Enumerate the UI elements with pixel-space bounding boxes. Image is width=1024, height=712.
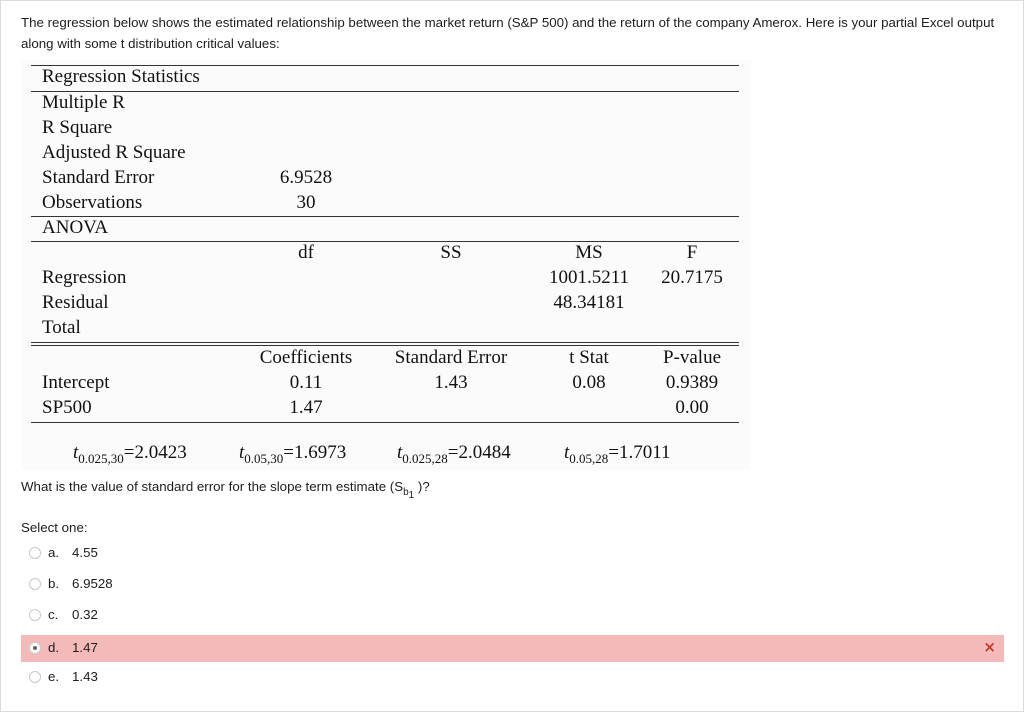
t-critical-value: t0.05,28=1.7011	[564, 442, 671, 466]
coef-row-label: Intercept	[42, 372, 110, 393]
option-letter: e.	[48, 669, 60, 684]
coef-col-coefficients: Coefficients	[259, 347, 353, 368]
anova-col-f: F	[686, 242, 698, 263]
select-one-label: Select one:	[21, 520, 88, 535]
stats-label: Observations	[42, 192, 143, 213]
anova-col-ss: SS	[440, 242, 462, 263]
anova-row-label: Residual	[42, 292, 109, 313]
table-rule	[31, 422, 739, 423]
answer-option-a[interactable]: a. 4.55	[21, 540, 1004, 567]
std-error-value: 1.43	[434, 372, 468, 393]
stats-label: Multiple R	[42, 92, 125, 113]
stats-value: 6.9528	[279, 167, 333, 188]
radio-button[interactable]	[29, 578, 41, 590]
coef-col-t-stat: t Stat	[569, 347, 609, 368]
question-prompt: What is the value of standard error for …	[21, 479, 430, 501]
table-rule	[31, 216, 739, 217]
stats-label: R Square	[42, 117, 113, 138]
answer-option-d[interactable]: d. 1.47 ×	[21, 635, 1004, 662]
answer-option-b[interactable]: b. 6.9528	[21, 571, 1004, 598]
anova-ms-value: 1001.5211	[548, 267, 630, 288]
anova-col-ms: MS	[575, 242, 603, 263]
option-letter: b.	[48, 576, 60, 591]
anova-ms-value: 48.34181	[553, 292, 625, 313]
coef-row-label: SP500	[42, 397, 92, 418]
anova-header: ANOVA	[42, 217, 109, 238]
stats-value: 30	[296, 192, 316, 213]
radio-dot	[33, 646, 37, 650]
t-critical-value: t0.05,30=1.6973	[239, 442, 347, 466]
answer-option-e[interactable]: e. 1.43	[21, 664, 1004, 691]
anova-row-label: Regression	[42, 267, 127, 288]
p-value: 0.00	[675, 397, 709, 418]
option-text: 1.47	[72, 640, 98, 655]
table-rule	[31, 241, 739, 242]
coef-value: 1.47	[289, 397, 323, 418]
option-letter: a.	[48, 545, 60, 560]
stats-label: Adjusted R Square	[42, 142, 186, 163]
p-value: 0.9389	[665, 372, 719, 393]
option-letter: c.	[48, 607, 59, 622]
option-text: 4.55	[72, 545, 98, 560]
radio-button-selected[interactable]	[29, 642, 41, 654]
table-rule	[31, 345, 739, 346]
table-rule	[31, 65, 739, 66]
incorrect-x-icon: ×	[983, 638, 996, 656]
t-critical-value: t0.025,30=2.0423	[73, 442, 187, 466]
stats-header: Regression Statistics	[42, 66, 200, 87]
radio-button[interactable]	[29, 609, 41, 621]
option-letter: d.	[48, 640, 60, 655]
radio-button[interactable]	[29, 671, 41, 683]
anova-f-value: 20.7175	[661, 267, 723, 288]
anova-row-label: Total	[42, 317, 81, 338]
regression-output-table: Regression Statistics Multiple R R Squar…	[21, 60, 751, 470]
answer-option-c[interactable]: c. 0.32	[21, 602, 1004, 629]
question-intro: The regression below shows the estimated…	[21, 15, 995, 51]
stats-label: Standard Error	[42, 167, 155, 188]
option-text: 1.43	[72, 669, 98, 684]
coef-col-std-error: Standard Error	[394, 347, 508, 368]
coef-col-p-value: P-value	[662, 347, 722, 368]
coef-value: 0.11	[289, 372, 323, 393]
option-text: 0.32	[72, 607, 98, 622]
radio-button[interactable]	[29, 547, 41, 559]
anova-col-df: df	[298, 242, 314, 263]
option-text: 6.9528	[72, 576, 113, 591]
t-stat-value: 0.08	[572, 372, 606, 393]
table-rule	[31, 342, 739, 343]
t-critical-value: t0.025,28=2.0484	[397, 442, 511, 466]
table-rule	[31, 91, 739, 92]
